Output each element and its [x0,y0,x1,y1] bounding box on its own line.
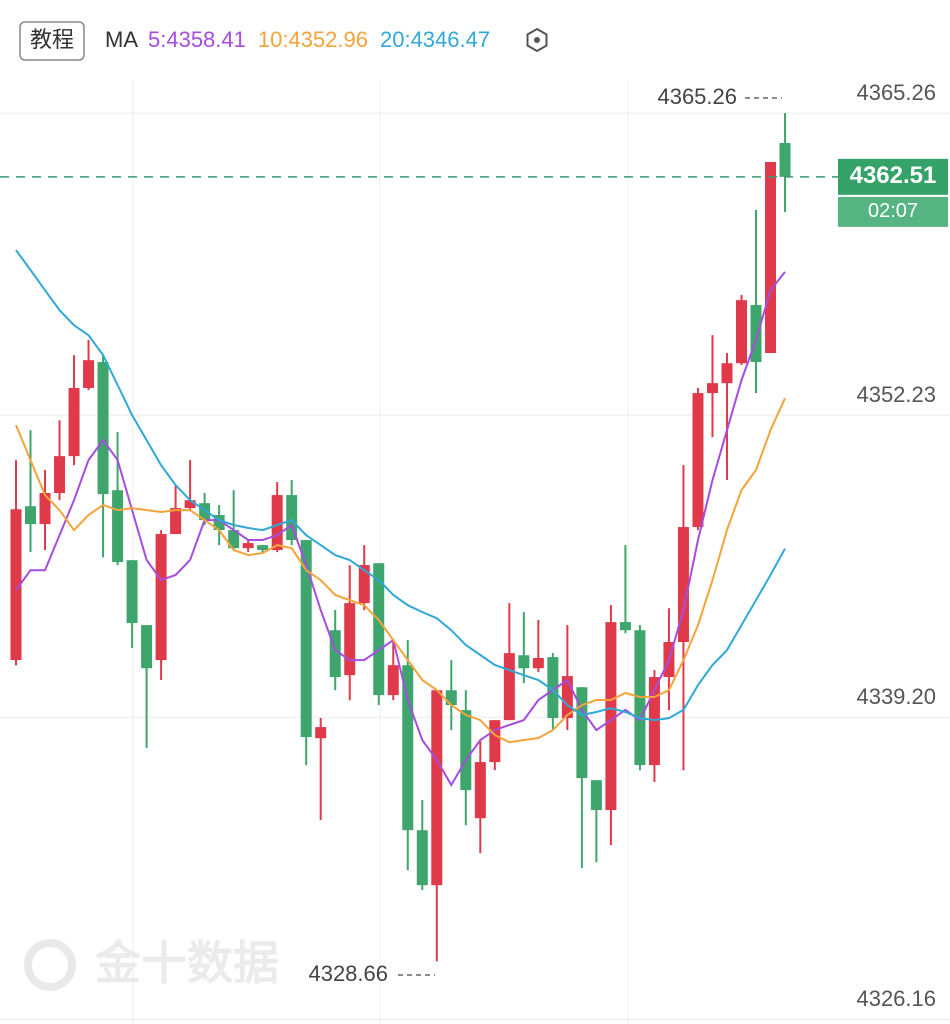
last-price-label: 4362.51 [850,162,937,189]
candle-body [561,676,573,719]
candle-body [677,527,689,643]
candle-body [547,657,559,719]
settings-icon[interactable] [526,27,548,53]
candle-body [387,665,399,696]
candle-body [83,360,95,388]
candle-body [39,492,51,525]
candle-body [155,534,167,661]
candle-body [329,630,341,678]
candle-body [619,622,631,631]
candle-body [489,720,501,763]
indicator-label: MA [105,27,138,52]
watermark-text: 金十数据 [94,937,279,989]
time-grid [132,80,629,1024]
settings-hexagon[interactable] [526,27,548,53]
y-tick-label: 4326.16 [856,986,936,1011]
candle-body [112,490,124,563]
candle-body [315,727,327,739]
candle-body [518,655,530,669]
legend-entry: 20:4346.47 [380,27,490,52]
candle-body [184,500,196,509]
candle-body [692,393,704,528]
candle-body [576,687,588,779]
candle-body [605,622,617,811]
candle-body [474,762,486,819]
candle-body [10,509,22,661]
candle-body [300,540,312,738]
candle-body [271,495,283,551]
high-annotation: 4365.26 [657,84,737,109]
candle-body [344,603,356,676]
candle-body [736,300,747,364]
candle-body [358,565,370,604]
candle-body [242,543,254,549]
watermark-logo [24,939,76,991]
y-tick-label: 4352.23 [856,382,936,407]
tutorial-button[interactable] [19,21,85,61]
y-tick-label: 4365.26 [856,80,936,105]
tutorial-button-label[interactable]: 教程 [30,27,74,52]
candle-body [750,305,762,363]
y-tick-label: 4339.20 [856,684,936,709]
candle-body [445,690,457,706]
candle-body [68,387,80,457]
candle-body [199,503,211,521]
plot-area: 4326.16 4339.20 4352.23 4365.26 4362.51 02:07… [0,80,950,1020]
countdown-label: 02:07 [868,200,918,222]
candle-body [286,495,298,541]
candle-body [779,143,791,177]
candle-body [141,625,153,669]
candle-body [431,690,443,886]
candle-body [460,710,472,791]
candle-body [228,530,240,549]
candle-body [213,515,225,531]
ma-line [15,271,786,787]
low-annotation: 4328.66 [308,961,388,986]
candle-body [416,830,428,886]
candle-body [170,508,182,535]
candle-body [25,506,37,525]
settings-dot[interactable] [534,37,540,43]
legend-entry: 10:4352.96 [258,27,368,52]
candle-body [402,665,414,831]
candle-body [257,545,269,551]
candle-body [532,658,544,669]
legend-entry: 5:4358.41 [148,27,246,52]
candle-body [126,560,138,624]
candle-body [590,780,602,811]
ma-line [15,249,786,722]
candle-body [721,363,733,384]
last-price-badge [838,158,948,195]
countdown-badge [838,196,948,227]
candle-body [373,563,385,696]
candle-body [706,383,718,394]
candle-body [97,362,109,495]
candle-body [503,653,515,721]
candle-body [765,162,777,353]
candle-body [54,456,66,493]
ma-line [15,397,786,744]
watermark: 金十数据 [24,937,279,991]
